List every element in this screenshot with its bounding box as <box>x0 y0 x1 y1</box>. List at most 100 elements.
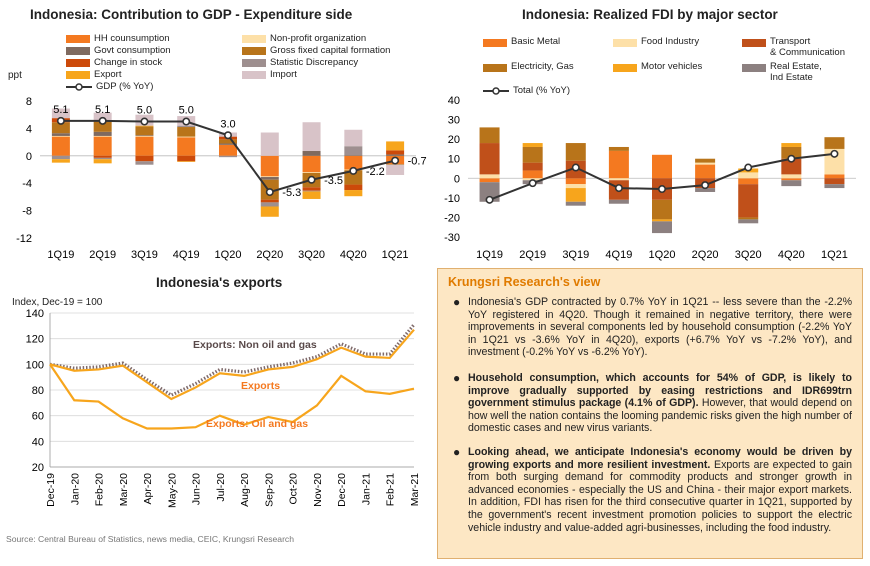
legend-swatch <box>742 39 766 47</box>
bar-segment <box>93 131 112 136</box>
bar-segment <box>824 174 845 179</box>
bar-segment <box>260 155 279 177</box>
x-tick-label: 1Q19 <box>47 249 74 261</box>
line-point <box>265 188 274 197</box>
x-tick-label: Mar-21 <box>409 473 421 506</box>
x-tick-label: 1Q21 <box>821 249 848 261</box>
label-oil-gas: Exports: Oil and gas <box>206 418 309 430</box>
x-tick-label: 4Q20 <box>778 249 805 261</box>
x-tick-label: Jan-20 <box>69 473 81 505</box>
bar-segment <box>386 150 405 155</box>
bar-segment <box>135 126 154 136</box>
bar-segment <box>302 151 321 156</box>
bar-segment <box>51 159 70 163</box>
bar-segment <box>738 219 759 224</box>
data-label: 5.0 <box>179 105 194 117</box>
legend-label: Non-profit organization <box>270 33 367 44</box>
legend-label: Gross fixed capital formation <box>270 45 391 56</box>
x-tick-label: 4Q19 <box>605 249 632 261</box>
y-tick-label: 20 <box>448 134 460 146</box>
bar-segment <box>738 217 759 220</box>
bar-segment <box>652 219 672 222</box>
bar-segment <box>608 150 629 179</box>
line-point <box>614 184 623 193</box>
bar-segment <box>479 174 500 179</box>
y-tick-label: -8 <box>22 206 32 218</box>
x-tick-label: 2Q19 <box>519 249 546 261</box>
legend-swatch <box>483 64 507 72</box>
view-p2-bold: Household consumption, which accounts fo… <box>468 372 852 410</box>
bar-segment <box>177 155 196 162</box>
legend-swatch <box>66 70 90 79</box>
bar-segment <box>260 176 279 178</box>
bar-segment <box>51 108 70 119</box>
x-tick-label: Nov-20 <box>312 473 324 507</box>
bar-segment <box>522 146 543 163</box>
bar-segment <box>219 139 237 144</box>
bar-segment <box>386 141 405 151</box>
x-tick-label: Dec-19 <box>45 473 57 507</box>
legend-item: Real Estate, Ind Estate <box>742 61 822 83</box>
y-tick-label: 60 <box>32 411 44 423</box>
bar-segment <box>302 191 321 199</box>
fdi-chart-title: Indonesia: Realized FDI by major sector <box>522 7 778 22</box>
gdp-chart-title: Indonesia: Contribution to GDP - Expendi… <box>30 7 353 22</box>
view-p1-text: Indonesia's GDP contracted by 0.7% YoY i… <box>468 296 852 359</box>
bar-segment <box>479 143 500 175</box>
data-label: -2.2 <box>366 166 385 178</box>
x-tick-label: Oct-20 <box>288 473 300 505</box>
bar-segment <box>608 146 629 151</box>
legend-item: Motor vehicles <box>613 61 702 72</box>
x-tick-label: 1Q20 <box>649 249 676 261</box>
legend-item: Gross fixed capital formation <box>242 45 390 56</box>
bar-segment <box>344 146 363 156</box>
bar-segment <box>93 135 112 137</box>
y-tick-label: 8 <box>26 96 32 108</box>
legend-item: HH counsumption <box>66 33 170 44</box>
bar-segment <box>386 164 405 175</box>
x-tick-label: 2Q20 <box>256 249 283 261</box>
bar-segment <box>522 162 543 171</box>
legend-swatch <box>242 58 266 67</box>
legend-item: Food Industry <box>613 36 699 47</box>
bar-segment <box>781 178 802 181</box>
legend-swatch <box>483 39 507 47</box>
bar-segment <box>93 159 112 164</box>
bar-segment <box>344 155 363 170</box>
data-label: 5.1 <box>95 104 110 116</box>
bar-segment <box>344 155 363 156</box>
x-tick-label: Jul-20 <box>215 473 227 502</box>
bar-segment <box>51 155 70 160</box>
x-tick-label: Dec-20 <box>336 473 348 507</box>
bar-segment <box>652 199 672 220</box>
line-point <box>701 181 710 190</box>
bar-segment <box>135 135 154 137</box>
bar-segment <box>260 199 279 203</box>
legend-label: Total (% YoY) <box>513 85 571 96</box>
bar-segment <box>344 184 363 191</box>
bar-segment <box>738 178 759 185</box>
research-view-panel: Krungsri Research's view ● Indonesia's G… <box>437 268 863 559</box>
x-tick-label: Feb-21 <box>385 473 397 506</box>
view-paragraph-1: ● Indonesia's GDP contracted by 0.7% YoY… <box>453 296 852 359</box>
bar-segment <box>51 135 70 137</box>
bar-segment <box>565 184 586 189</box>
legend-swatch <box>613 39 637 47</box>
x-tick-label: 3Q19 <box>562 249 589 261</box>
line-point <box>391 156 400 165</box>
data-label: -5.3 <box>282 187 301 199</box>
bar-segment <box>695 162 716 165</box>
x-tick-label: 4Q19 <box>173 249 200 261</box>
bar-segment <box>652 221 672 234</box>
bar-segment <box>260 206 279 217</box>
y-tick-label: -30 <box>444 232 460 244</box>
y-tick-label: 40 <box>32 436 44 448</box>
bar-segment <box>260 132 279 156</box>
line-point <box>657 185 666 194</box>
legend-swatch <box>242 46 266 55</box>
bar-segment <box>177 125 196 128</box>
bar-segment <box>344 170 363 185</box>
bar-segment <box>219 155 237 158</box>
bar-segment <box>386 154 405 156</box>
